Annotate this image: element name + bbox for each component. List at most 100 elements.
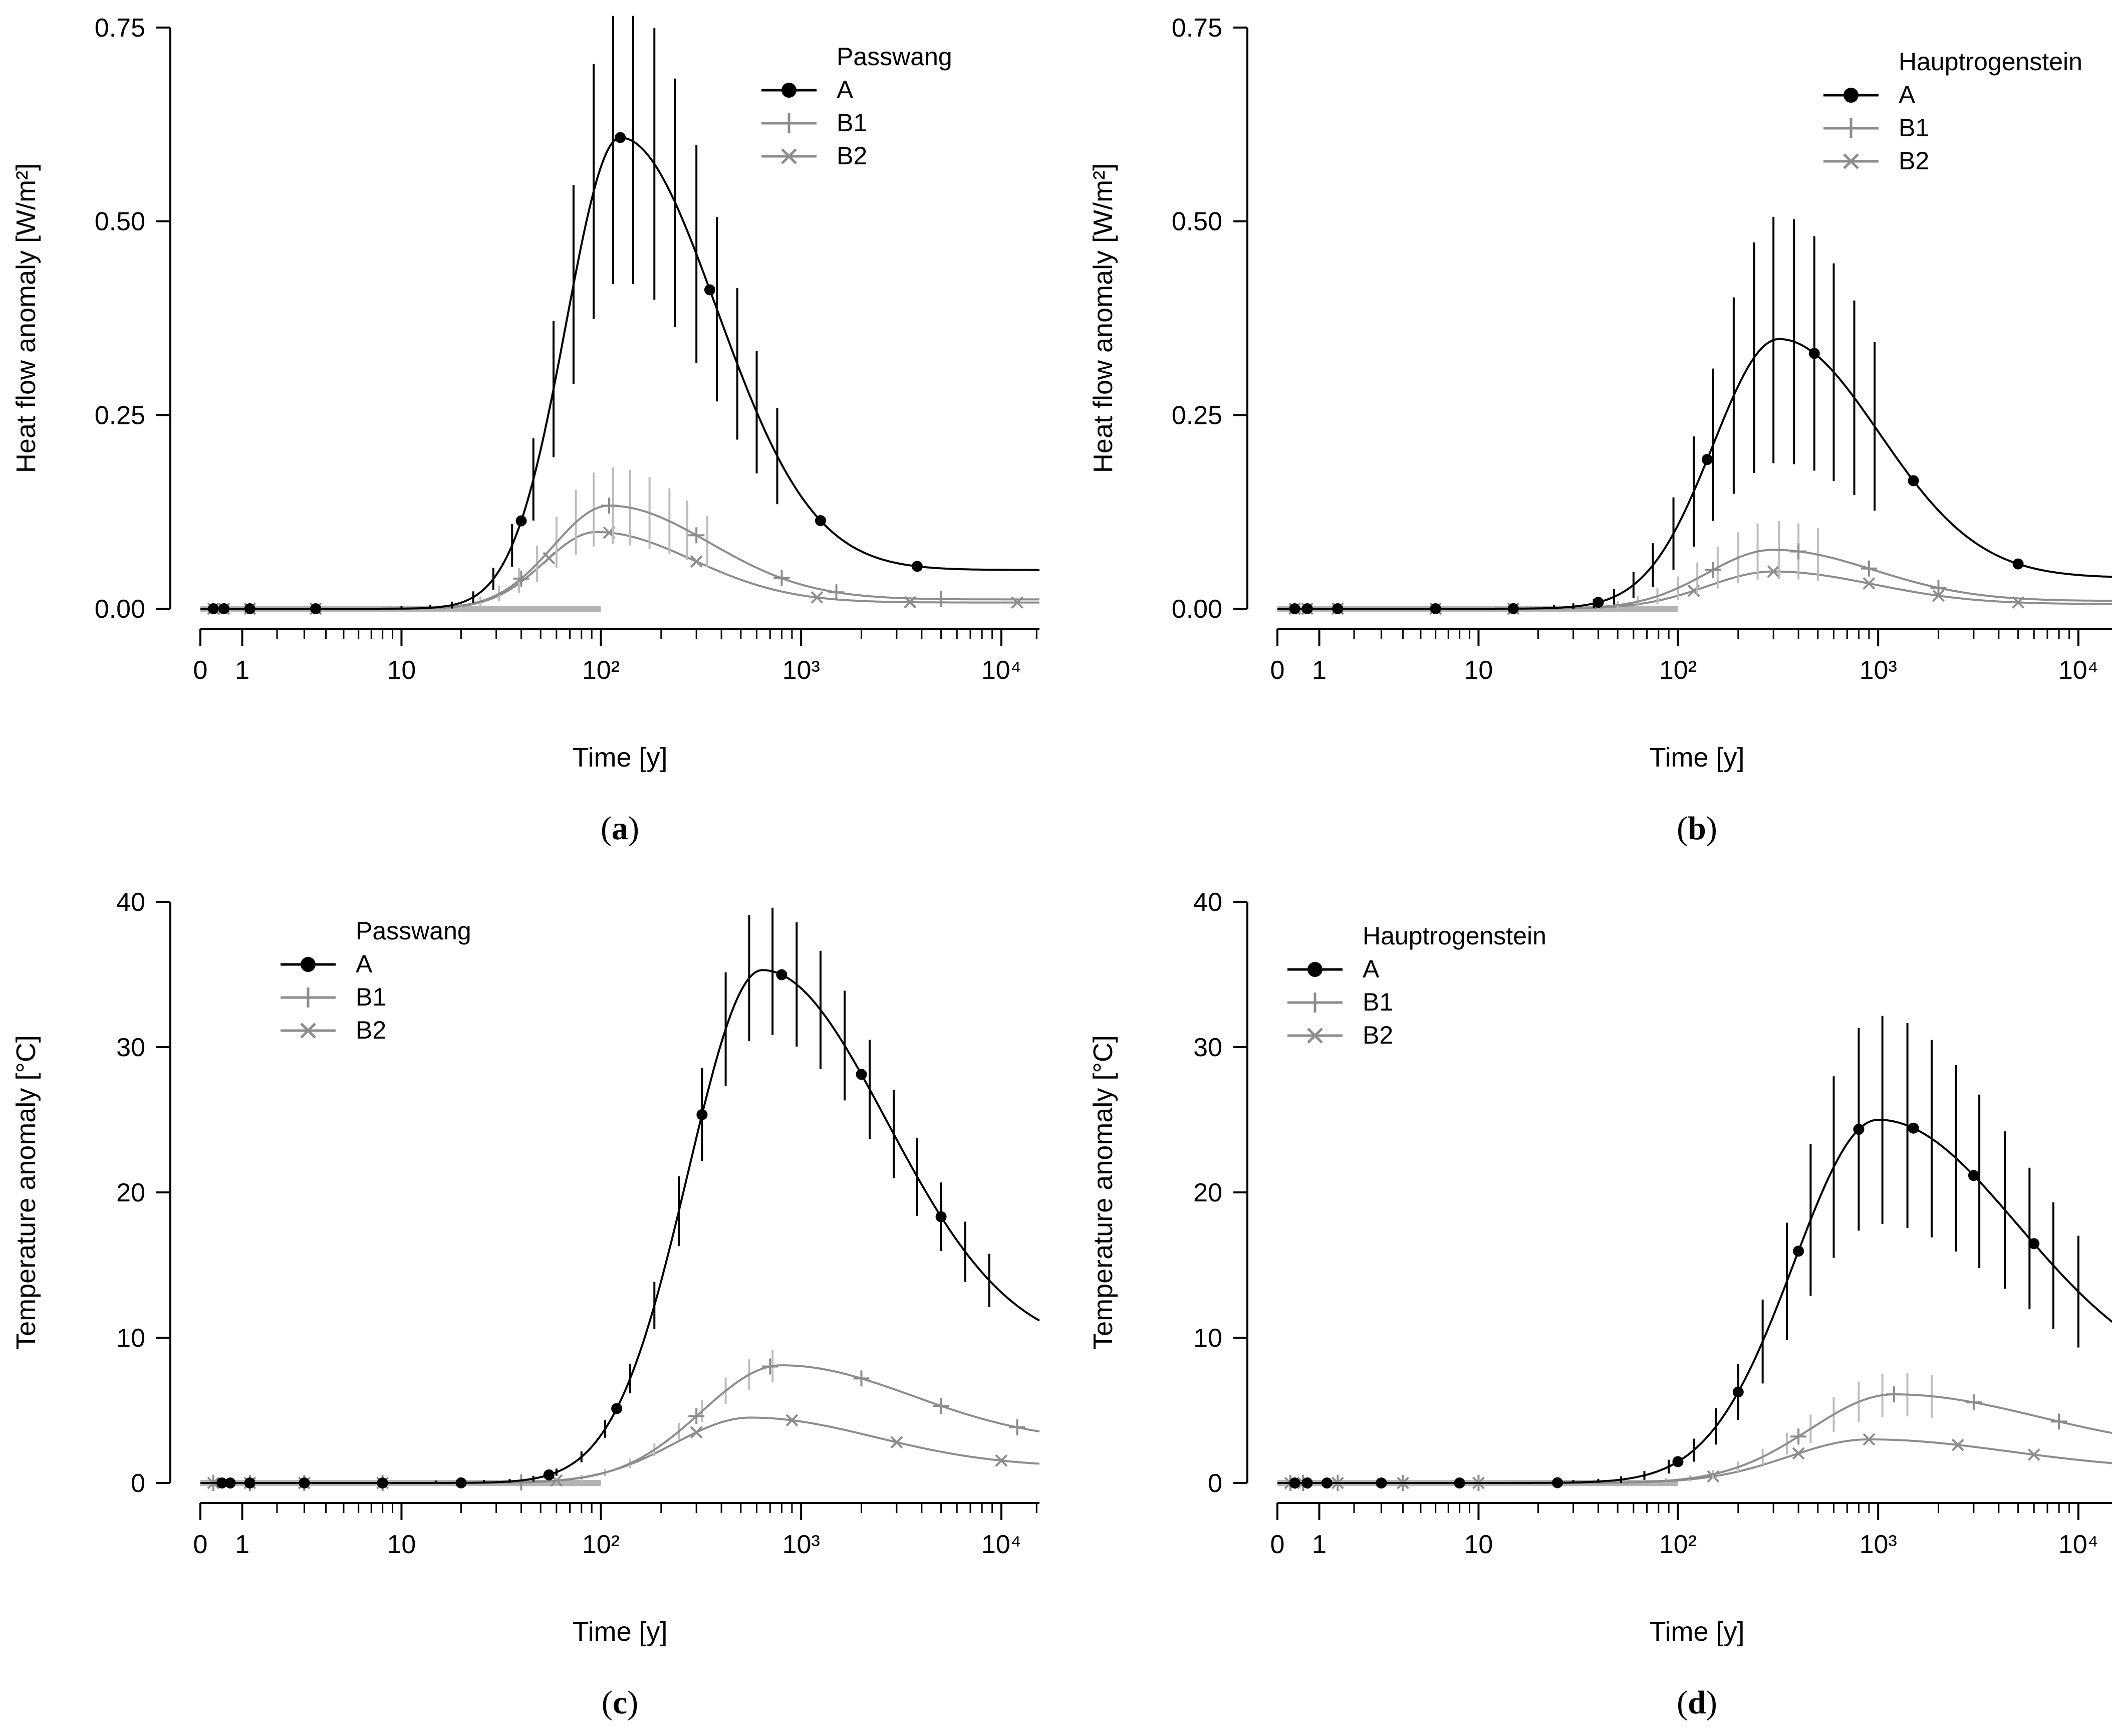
data-point (1289, 1477, 1300, 1489)
legend-item-b2: B2 (281, 1016, 386, 1044)
legend-label: B2 (837, 142, 867, 170)
data-point (207, 603, 219, 614)
panel-a: 0.00 0.25 0.50 0.75 0 1 10 10² 10³ 10⁴ Time [y] Hea… (11, 14, 1039, 847)
data-point (1376, 1477, 1387, 1489)
x-tick-label: 10⁴ (981, 1530, 1021, 1559)
series-line (200, 969, 1040, 1484)
legend: Hauptrogenstein A B1 B2 (1823, 48, 2082, 175)
data-point (933, 1398, 949, 1414)
y-tick-label: 40 (116, 888, 145, 917)
legend-title: Passwang (356, 917, 471, 945)
series-a (200, 907, 1040, 1489)
legend-label: A (1899, 81, 1916, 109)
x-tick-label: 0 (193, 1530, 208, 1559)
data-point (310, 603, 322, 614)
legend-marker (779, 113, 799, 133)
legend-marker (301, 957, 316, 972)
legend-title: Hauptrogenstein (1363, 922, 1546, 950)
x-tick-label: 10² (1659, 656, 1697, 685)
data-point (1701, 454, 1713, 465)
data-point (785, 1414, 799, 1427)
data-point (224, 1477, 236, 1489)
y-tick-label: 10 (116, 1324, 145, 1353)
data-point (515, 515, 527, 527)
y-axis-label: Heat flow anomaly [W/m²] (1088, 163, 1118, 473)
data-point (2028, 1238, 2040, 1250)
x-axis-label: Time [y] (1649, 742, 1744, 773)
x-tick-label: 10⁴ (2058, 656, 2098, 685)
y-tick-label: 40 (1193, 888, 1222, 917)
legend-item-a: A (281, 950, 373, 978)
data-point (933, 591, 949, 607)
legend-item-b2: B2 (1823, 147, 1929, 175)
data-point (1863, 577, 1876, 590)
data-point (1430, 603, 1441, 614)
legend-label: B1 (1363, 988, 1393, 1016)
data-point (244, 1477, 255, 1489)
panel-b: 0.00 0.25 0.50 0.75 0 1 10 10² 10³ 10⁴ Time [y] Hea… (1088, 14, 2112, 847)
data-point (1767, 565, 1780, 578)
legend-label: A (837, 76, 854, 104)
data-point (1507, 603, 1519, 614)
y-tick-label: 20 (1193, 1178, 1222, 1207)
data-point (218, 603, 230, 614)
legend-title: Passwang (837, 43, 952, 71)
x-tick-label: 10 (1464, 1530, 1493, 1559)
data-point (455, 1477, 467, 1489)
series-line (200, 1416, 1040, 1484)
x-tick-label: 1 (1312, 656, 1327, 685)
x-tick-label: 10³ (782, 656, 820, 685)
x-tick-label: 10 (1464, 656, 1493, 685)
data-point (995, 1454, 1008, 1467)
series-a (1277, 216, 2112, 614)
x-tick-label: 10 (387, 656, 416, 685)
data-point (890, 1436, 903, 1449)
data-point (1732, 1386, 1744, 1398)
series-line (200, 505, 1039, 610)
data-point (1009, 1419, 1025, 1435)
legend-item-a: A (1823, 81, 1916, 109)
data-point (911, 561, 923, 572)
data-point (611, 1403, 623, 1414)
y-tick-label: 30 (1193, 1033, 1222, 1062)
legend-item-b1: B1 (761, 109, 867, 137)
data-point (1951, 1438, 1964, 1451)
y-tick-label: 0.00 (1172, 595, 1222, 624)
series-b1 (200, 1349, 1040, 1491)
data-point (2051, 1413, 2067, 1430)
x-tick-label: 1 (1312, 1530, 1327, 1559)
legend-label: B1 (837, 109, 867, 137)
data-point (1332, 603, 1344, 614)
legend-label: B2 (356, 1016, 386, 1044)
data-point (1863, 1433, 1876, 1446)
data-point (856, 1069, 867, 1080)
x-tick-label: 10³ (1860, 1530, 1897, 1559)
y-axis-label: Heat flow anomaly [W/m²] (11, 163, 41, 473)
data-point (1593, 597, 1604, 608)
data-point (216, 1477, 227, 1489)
y-axis-label: Temperature anomaly [°C] (1088, 1035, 1118, 1350)
data-point (1454, 1477, 1465, 1489)
legend-label: B2 (1899, 147, 1929, 175)
data-point (2012, 558, 2024, 570)
data-point (615, 132, 626, 143)
data-point (601, 498, 618, 514)
legend-item-a: A (761, 76, 854, 104)
data-point (696, 1109, 708, 1120)
legend: Passwang A B1 B2 (281, 917, 471, 1044)
x-axis-label: Time [y] (572, 742, 667, 773)
legend-item-b2: B2 (1287, 1021, 1393, 1049)
series-b2 (200, 526, 1039, 615)
data-point (1908, 1122, 1919, 1134)
y-tick-label: 0.75 (1172, 14, 1222, 43)
data-point (1705, 562, 1721, 578)
y-tick-label: 0.50 (1172, 207, 1222, 236)
series-b1 (200, 467, 1039, 610)
legend: Hauptrogenstein A B1 B2 (1287, 922, 1546, 1049)
panel-caption: (d) (1677, 1684, 1717, 1721)
x-tick-label: 10 (387, 1530, 416, 1559)
x-tick-label: 10⁴ (981, 656, 1021, 685)
data-point (543, 1469, 555, 1480)
